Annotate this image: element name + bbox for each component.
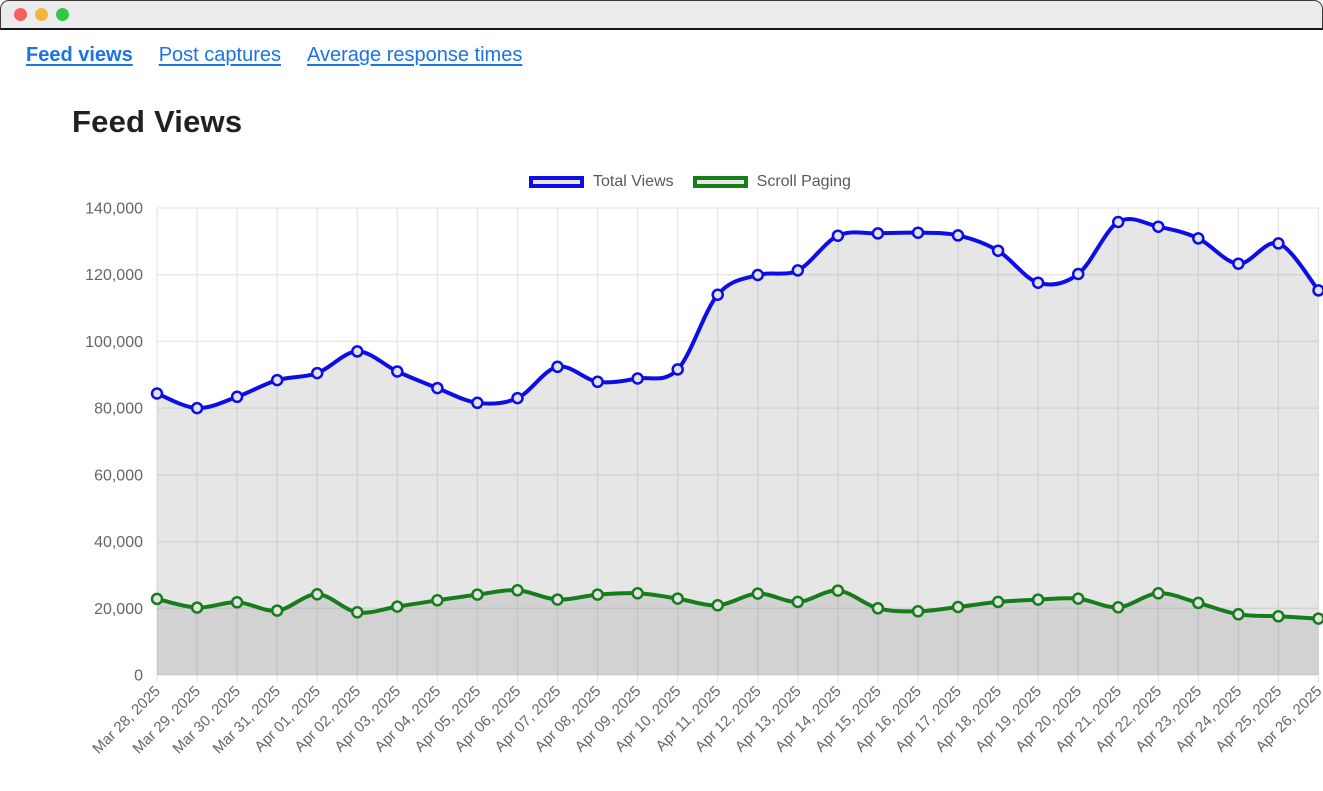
scroll-paging-point[interactable] [871,602,885,615]
legend-item-total-views[interactable]: Total Views [529,173,674,191]
scroll-paging-point[interactable] [631,587,644,600]
total-views-point[interactable] [951,229,965,242]
report-nav: Feed views Post captures Average respons… [26,44,522,67]
scroll-paging-point[interactable] [1152,587,1165,600]
y-axis-tick-label: 40,000 [94,534,143,551]
scroll-paging-point[interactable] [1031,593,1045,606]
scroll-paging-point[interactable] [230,596,244,609]
legend-swatch-scroll-paging [692,176,748,188]
total-views-point[interactable] [431,381,444,395]
total-views-point[interactable] [391,365,404,378]
scroll-paging-point[interactable] [1071,592,1085,605]
total-views-point[interactable] [1232,257,1245,270]
legend-label-total-views: Total Views [593,173,674,190]
total-views-point[interactable] [631,372,644,385]
window-close-button[interactable] [14,8,27,21]
total-views-point[interactable] [1031,276,1045,289]
y-axis-tick-label: 60,000 [94,467,143,484]
total-views-point[interactable] [230,390,244,404]
scroll-paging-point[interactable] [471,588,484,601]
total-views-point[interactable] [991,244,1005,257]
nav-link-post-captures[interactable]: Post captures [158,44,282,66]
scroll-paging-point[interactable] [351,606,364,619]
scroll-paging-point[interactable] [1232,608,1245,621]
scroll-paging-point[interactable] [591,588,604,601]
scroll-paging-point[interactable] [1312,612,1323,625]
total-views-point[interactable] [751,268,765,282]
y-axis-tick-label: 80,000 [94,401,143,418]
scroll-paging-point[interactable] [791,595,805,609]
scroll-paging-point[interactable] [150,592,164,606]
scroll-paging-area [157,590,1319,675]
total-views-point[interactable] [711,288,724,301]
total-views-point[interactable] [310,366,324,380]
total-views-point[interactable] [871,227,885,240]
total-views-point[interactable] [471,396,484,410]
total-views-point[interactable] [1272,237,1285,250]
window-zoom-button[interactable] [56,8,69,21]
scroll-paging-point[interactable] [310,588,324,601]
total-views-point[interactable] [511,391,524,405]
legend-swatch-total-views [529,176,584,188]
scroll-paging-point[interactable] [751,587,765,600]
total-views-point[interactable] [551,360,564,374]
scroll-paging-point[interactable] [831,584,845,597]
scroll-paging-point[interactable] [190,601,204,614]
scroll-paging-point[interactable] [391,600,404,613]
x-axis-tick-label: Mar 28, 2025 [89,683,164,758]
y-axis-tick-label: 0 [134,668,143,685]
nav-link-average-response-times[interactable]: Average response times [307,44,523,66]
total-views-point[interactable] [270,373,284,387]
scroll-paging-point[interactable] [671,592,684,605]
total-views-point[interactable] [150,387,164,400]
legend-label-scroll-paging: Scroll Paging [756,173,851,190]
scroll-paging-point[interactable] [1192,596,1205,610]
y-axis-tick-label: 140,000 [85,201,143,218]
scroll-paging-point[interactable] [270,604,284,617]
scroll-paging-point[interactable] [511,584,524,597]
total-views-point[interactable] [791,264,805,277]
total-views-area [157,219,1319,675]
scroll-paging-point[interactable] [431,594,444,607]
total-views-point[interactable] [591,375,604,389]
total-views-point[interactable] [1312,284,1323,297]
chart-legend: Total Views Scroll Paging [529,173,851,191]
total-views-point[interactable] [1192,232,1205,245]
total-views-point[interactable] [1071,267,1085,281]
total-views-point[interactable] [1152,220,1165,233]
total-views-point[interactable] [911,226,925,239]
y-axis-tick-label: 100,000 [85,334,143,351]
scroll-paging-point[interactable] [991,595,1005,609]
scroll-paging-point[interactable] [711,599,724,612]
total-views-point[interactable] [1111,215,1125,229]
scroll-paging-point[interactable] [951,600,965,614]
y-axis-tick-label: 120,000 [85,267,143,284]
scroll-paging-point[interactable] [911,605,925,618]
total-views-point[interactable] [351,345,364,358]
scroll-paging-point[interactable] [551,593,564,606]
y-axis-tick-label: 20,000 [94,601,143,618]
window-minimize-button[interactable] [35,8,48,21]
scroll-paging-point[interactable] [1272,610,1285,623]
total-views-point[interactable] [671,363,684,376]
nav-link-feed-views[interactable]: Feed views [26,44,133,66]
total-views-point[interactable] [831,229,845,242]
window-titlebar [0,0,1323,30]
scroll-paging-point[interactable] [1111,601,1125,614]
total-views-point[interactable] [190,401,204,415]
page-title: Feed Views [72,104,243,139]
legend-item-scroll-paging[interactable]: Scroll Paging [692,173,851,191]
